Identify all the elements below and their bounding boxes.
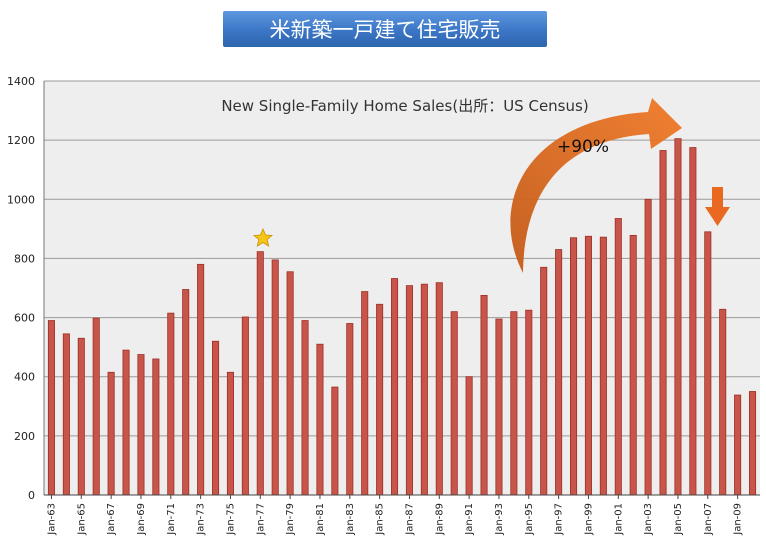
growth-annotation-label: +90% xyxy=(557,137,609,157)
bar-Jan-87 xyxy=(405,285,413,496)
bar-Jan-65 xyxy=(77,337,85,496)
star-icon xyxy=(252,227,274,247)
bar-Jan-63 xyxy=(47,320,55,496)
x-tick-label: Jan-85 xyxy=(375,503,386,536)
bar-Jan-10 xyxy=(749,391,757,496)
x-tick-label: Jan-93 xyxy=(494,503,505,536)
bar-Jan-68 xyxy=(122,349,130,496)
x-tick-label: Jan-09 xyxy=(733,503,744,536)
bar-Jan-94 xyxy=(510,311,518,496)
bar-Jan-90 xyxy=(450,311,458,496)
bar-Jan-86 xyxy=(391,278,399,496)
y-tick-label: 0 xyxy=(28,489,35,502)
bar-Jan-88 xyxy=(420,283,428,496)
x-tick-label: Jan-01 xyxy=(613,503,624,536)
bar-Jan-93 xyxy=(495,318,503,496)
x-tick-label: Jan-71 xyxy=(166,503,177,536)
x-axis: Jan-63 Jan-65 Jan-67 Jan-69 Jan-71 Jan-73 Jan-… xyxy=(44,494,760,536)
bar-Jan-91 xyxy=(465,376,473,496)
bar-Jan-09 xyxy=(734,394,742,496)
bar-Jan-08 xyxy=(719,308,727,496)
x-tick-label: Jan-77 xyxy=(255,503,266,536)
bar-Jan-72 xyxy=(182,289,190,496)
bar-Jan-75 xyxy=(226,371,234,496)
x-tick-label: Jan-03 xyxy=(643,503,654,536)
chart-title: New Single-Family Home Sales(出所：US Censu… xyxy=(221,97,588,115)
page-title: 米新築一戸建て住宅販売 xyxy=(270,18,501,42)
bar-Jan-77 xyxy=(256,251,264,496)
bar-Jan-64 xyxy=(62,333,70,496)
bar-Jan-97 xyxy=(555,249,563,496)
bar-Jan-01 xyxy=(614,218,622,496)
bar-Jan-06 xyxy=(689,147,697,496)
y-tick-label: 600 xyxy=(14,312,35,325)
x-tick-label: Jan-75 xyxy=(226,503,237,536)
x-tick-label: Jan-79 xyxy=(285,503,296,536)
bar-Jan-69 xyxy=(137,354,145,496)
bar-Jan-76 xyxy=(241,316,249,496)
decline-arrow-icon xyxy=(705,187,730,226)
bar-Jan-99 xyxy=(584,235,592,496)
x-tick-label: Jan-63 xyxy=(47,503,58,536)
bar-Jan-66 xyxy=(92,317,100,496)
title-banner: 米新築一戸建て住宅販売 xyxy=(223,11,547,47)
bar-Jan-85 xyxy=(376,303,384,496)
growth-arrow-icon xyxy=(510,98,682,273)
y-tick-label: 1200 xyxy=(7,134,35,147)
x-tick-label: Jan-05 xyxy=(673,503,684,536)
bar-Jan-84 xyxy=(361,291,369,496)
bars xyxy=(47,138,757,496)
y-tick-label: 200 xyxy=(14,430,35,443)
bar-Jan-80 xyxy=(301,320,309,496)
x-tick-label: Jan-87 xyxy=(405,503,416,536)
x-tick-label: Jan-73 xyxy=(196,503,207,536)
annotations: +90% xyxy=(252,98,730,273)
bar-Jan-98 xyxy=(570,237,578,496)
y-tick-label: 1000 xyxy=(7,193,35,206)
x-tick-label: Jan-97 xyxy=(554,503,565,536)
y-tick-label: 400 xyxy=(14,371,35,384)
x-tick-label: Jan-95 xyxy=(524,503,535,536)
bar-Jan-78 xyxy=(271,259,279,496)
x-tick-label: Jan-89 xyxy=(434,503,445,536)
bar-Jan-71 xyxy=(167,312,175,496)
bar-Jan-70 xyxy=(152,358,160,496)
x-tick-label: Jan-99 xyxy=(584,503,595,536)
bar-Jan-05 xyxy=(674,138,682,496)
x-tick-label: Jan-81 xyxy=(315,503,326,536)
x-tick-label: Jan-83 xyxy=(345,503,356,536)
y-tick-label: 800 xyxy=(14,252,35,265)
bar-Jan-74 xyxy=(212,340,220,496)
bar-Jan-83 xyxy=(346,323,354,496)
bar-Jan-73 xyxy=(197,263,205,496)
x-tick-label: Jan-65 xyxy=(76,503,87,536)
plot-area xyxy=(44,81,760,495)
bar-Jan-95 xyxy=(525,309,533,496)
x-tick-label: Jan-69 xyxy=(136,503,147,536)
y-tick-label: 1400 xyxy=(7,75,35,88)
y-axis: 0 200 400 600 800 1000 1200 1400 xyxy=(7,75,45,502)
bar-Jan-67 xyxy=(107,371,115,496)
bar-Jan-79 xyxy=(286,271,294,496)
bar-Jan-81 xyxy=(316,343,324,496)
bar-Jan-00 xyxy=(599,236,607,496)
title-banner-bg xyxy=(223,11,547,47)
x-tick-label: Jan-07 xyxy=(703,503,714,536)
bar-Jan-89 xyxy=(435,282,443,496)
x-tick-label: Jan-67 xyxy=(106,503,117,536)
bar-Jan-03 xyxy=(644,198,652,496)
x-tick-label: Jan-91 xyxy=(464,503,475,536)
bar-Jan-96 xyxy=(540,266,548,496)
bar-Jan-07 xyxy=(704,231,712,496)
bar-Jan-02 xyxy=(629,234,637,496)
bar-Jan-92 xyxy=(480,294,488,496)
bar-Jan-04 xyxy=(659,150,667,496)
bar-Jan-82 xyxy=(331,386,339,496)
